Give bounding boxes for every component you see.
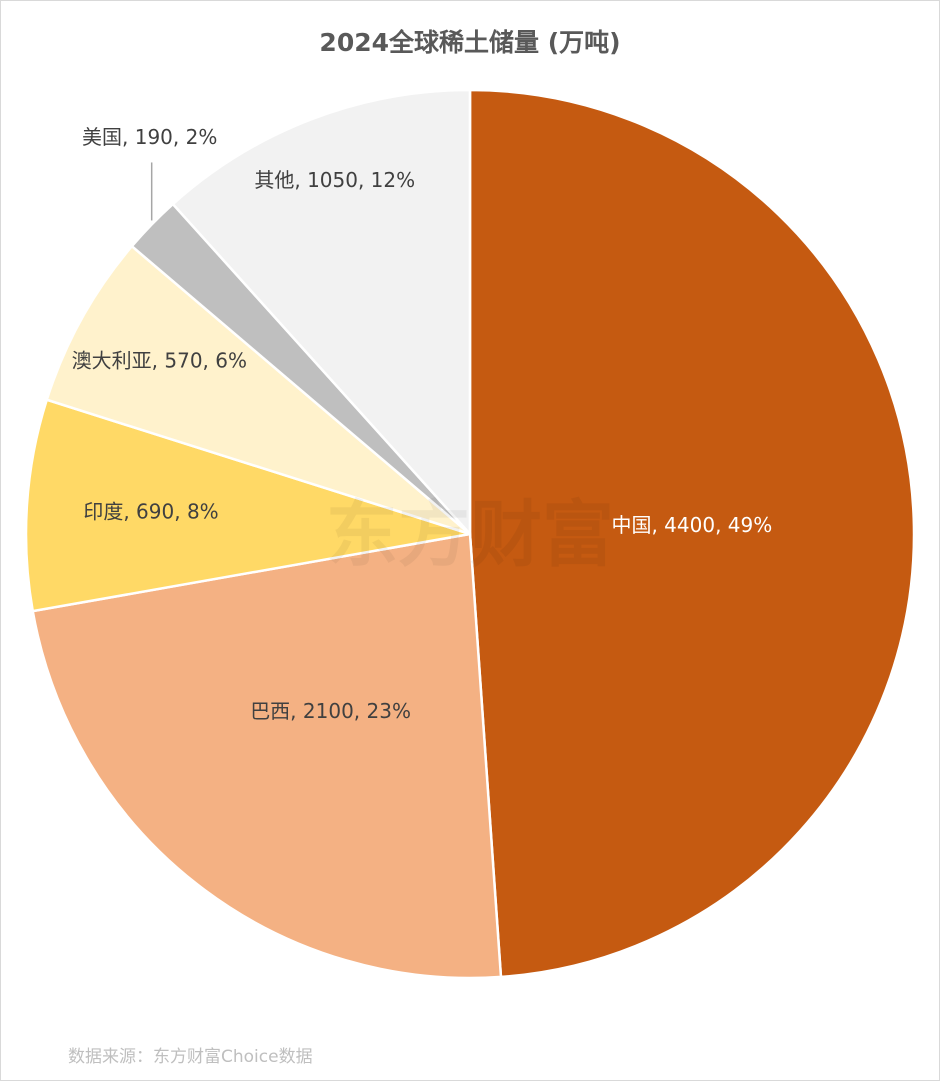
pie-slice <box>171 88 472 538</box>
labels: 中国, 4400, 49% 巴西, 2100, 23% 印度, 690, 8% 澳大利… <box>72 125 773 723</box>
watermark: 东方财富 <box>326 493 614 577</box>
data-label: 印度, 690, 8% <box>83 499 218 523</box>
data-label: 巴西, 2100, 23% <box>250 699 411 723</box>
data-label: 中国, 4400, 49% <box>611 513 772 537</box>
pie-slice <box>31 532 503 980</box>
source-note: 数据来源：东方财富Choice数据 <box>68 1047 313 1067</box>
pie <box>24 88 916 980</box>
data-label: 美国, 190, 2% <box>82 125 217 149</box>
pie-slice <box>45 244 471 536</box>
data-label: 其他, 1050, 12% <box>254 168 415 192</box>
pie-slice <box>468 88 916 979</box>
chart-title: 2024全球稀土储量 (万吨) <box>319 28 620 57</box>
data-label: 澳大利亚, 570, 6% <box>72 348 247 372</box>
pie-slice <box>24 398 471 613</box>
